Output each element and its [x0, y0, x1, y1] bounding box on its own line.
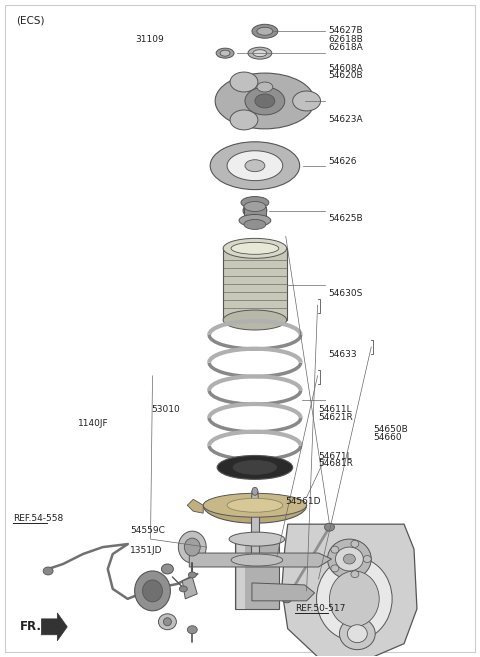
Text: (ECS): (ECS) [16, 16, 44, 26]
Ellipse shape [252, 24, 278, 38]
Ellipse shape [351, 541, 359, 547]
Ellipse shape [223, 310, 287, 330]
Ellipse shape [348, 625, 367, 643]
Text: 53010: 53010 [152, 405, 180, 414]
Ellipse shape [227, 150, 283, 181]
Ellipse shape [184, 538, 200, 556]
Text: 62618A: 62618A [328, 43, 363, 53]
Ellipse shape [324, 523, 335, 531]
Ellipse shape [363, 556, 371, 562]
Text: 54611L: 54611L [319, 405, 352, 414]
Ellipse shape [164, 618, 171, 625]
Ellipse shape [188, 572, 196, 578]
Ellipse shape [331, 565, 339, 572]
Ellipse shape [231, 242, 279, 254]
Text: 62618B: 62618B [328, 35, 363, 44]
Ellipse shape [336, 547, 363, 571]
Text: 54620B: 54620B [328, 72, 363, 80]
Text: REF.54-558: REF.54-558 [13, 514, 63, 523]
Text: 1140JF: 1140JF [78, 419, 108, 428]
Ellipse shape [248, 47, 272, 59]
Ellipse shape [252, 487, 258, 495]
Ellipse shape [203, 493, 307, 517]
Ellipse shape [215, 73, 314, 129]
Ellipse shape [327, 539, 371, 579]
Polygon shape [182, 577, 197, 599]
Text: 54650B: 54650B [373, 424, 408, 434]
Polygon shape [187, 499, 203, 513]
Ellipse shape [331, 546, 339, 553]
Ellipse shape [282, 595, 292, 603]
Ellipse shape [231, 554, 283, 566]
Ellipse shape [230, 110, 258, 130]
Text: 54681R: 54681R [319, 459, 354, 468]
Ellipse shape [216, 48, 234, 58]
Ellipse shape [210, 142, 300, 190]
Ellipse shape [316, 557, 392, 641]
Text: 54623A: 54623A [328, 115, 363, 124]
Bar [235, 539, 279, 609]
Ellipse shape [343, 554, 355, 564]
Text: FR.: FR. [20, 620, 42, 633]
Bar [244, 206, 266, 225]
Ellipse shape [293, 91, 321, 111]
Ellipse shape [257, 82, 273, 92]
Ellipse shape [161, 564, 173, 574]
Bar [223, 248, 287, 320]
Ellipse shape [179, 531, 206, 563]
Text: 54625B: 54625B [328, 214, 363, 223]
Ellipse shape [143, 580, 162, 602]
Ellipse shape [245, 87, 285, 115]
Text: 54559C: 54559C [130, 526, 165, 535]
Bar [237, 539, 245, 609]
Text: 54660: 54660 [373, 432, 402, 442]
Ellipse shape [229, 532, 285, 546]
Ellipse shape [243, 202, 267, 219]
Ellipse shape [245, 160, 265, 171]
Text: 54633: 54633 [328, 350, 357, 359]
Ellipse shape [223, 238, 287, 258]
Bar [251, 511, 259, 559]
Text: 54630S: 54630S [328, 289, 363, 298]
Text: 54626: 54626 [328, 157, 357, 166]
Ellipse shape [220, 50, 230, 56]
Text: 1351JD: 1351JD [130, 547, 163, 555]
Ellipse shape [351, 571, 359, 578]
Polygon shape [251, 491, 259, 511]
Ellipse shape [244, 219, 266, 229]
Ellipse shape [329, 571, 379, 627]
Polygon shape [252, 583, 314, 601]
Ellipse shape [227, 498, 283, 512]
Ellipse shape [43, 567, 53, 575]
Text: 54561D: 54561D [285, 497, 321, 506]
Text: 54621R: 54621R [319, 413, 353, 422]
Text: 54608A: 54608A [328, 64, 363, 73]
Text: 54671L: 54671L [319, 451, 352, 461]
Text: 31109: 31109 [135, 35, 164, 44]
Ellipse shape [187, 625, 197, 634]
Text: REF.50-517: REF.50-517 [295, 604, 345, 613]
Polygon shape [41, 613, 67, 641]
Ellipse shape [255, 94, 275, 108]
Ellipse shape [257, 28, 273, 35]
Ellipse shape [230, 72, 258, 92]
Polygon shape [203, 505, 307, 523]
Ellipse shape [180, 586, 187, 592]
Text: 54627B: 54627B [328, 26, 363, 35]
Ellipse shape [241, 196, 269, 208]
Ellipse shape [339, 618, 375, 650]
Ellipse shape [233, 461, 277, 474]
Ellipse shape [239, 214, 271, 227]
Polygon shape [189, 553, 332, 567]
Polygon shape [282, 524, 417, 657]
Ellipse shape [244, 202, 266, 212]
Ellipse shape [217, 455, 293, 480]
Ellipse shape [158, 614, 176, 629]
Ellipse shape [253, 50, 267, 57]
Ellipse shape [134, 571, 170, 611]
